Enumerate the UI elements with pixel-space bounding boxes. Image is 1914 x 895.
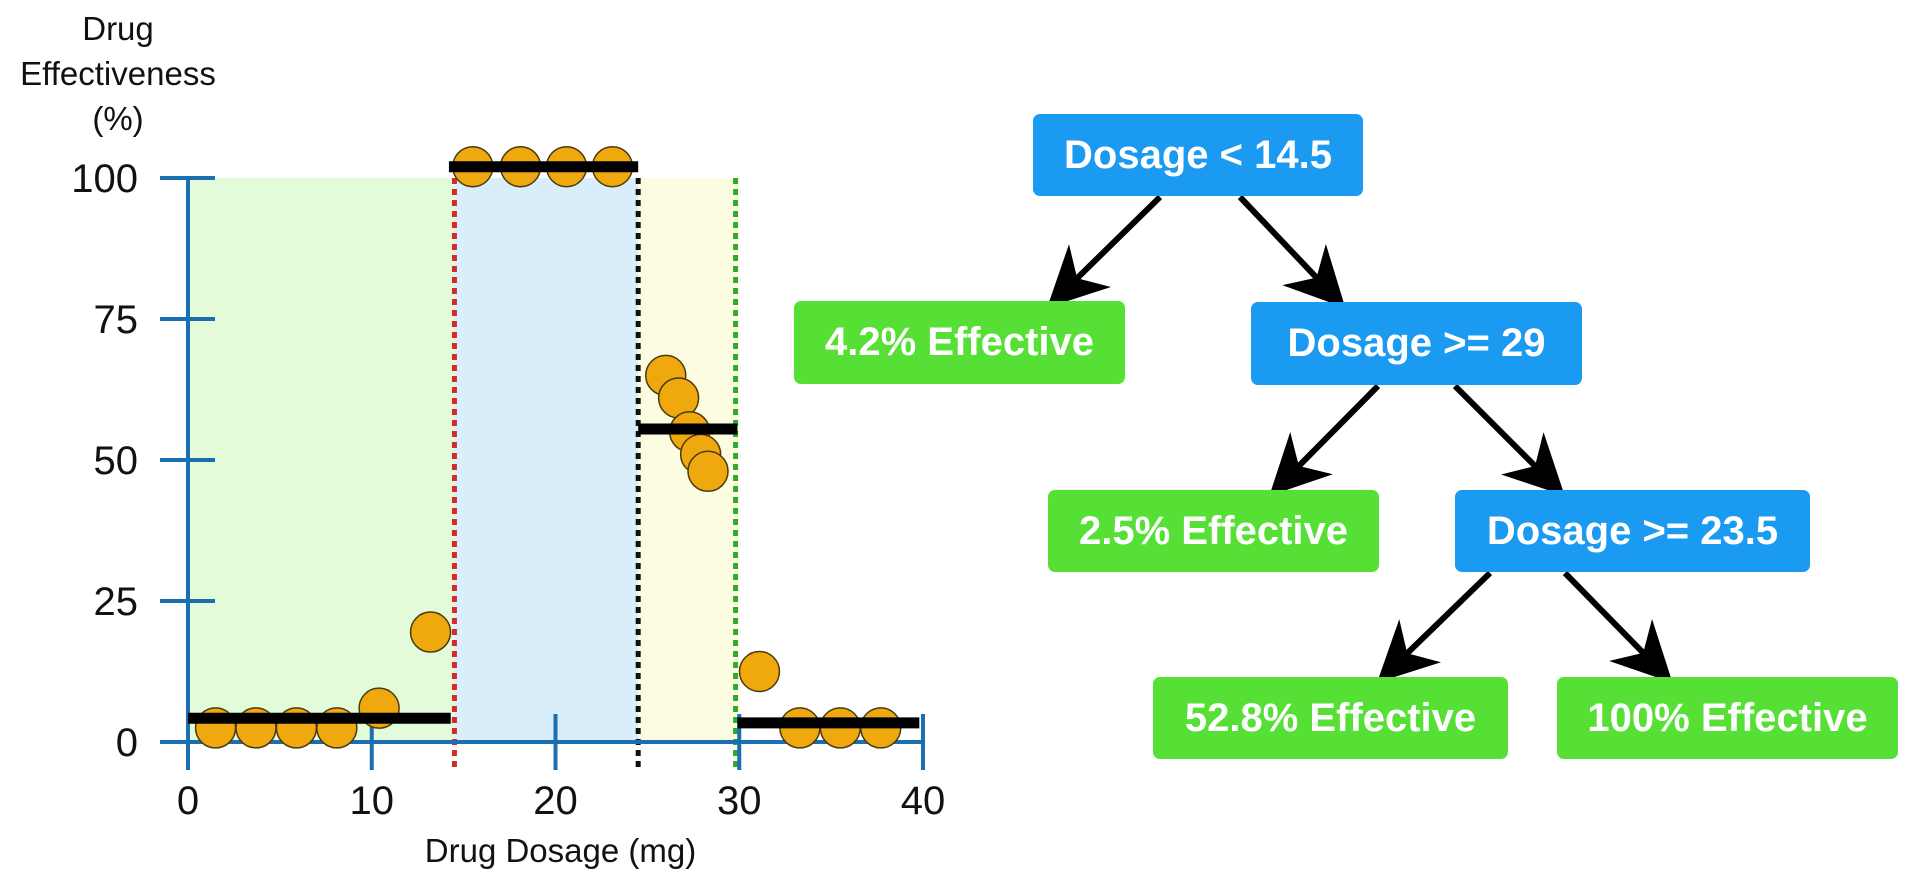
- y-tick-label-100: 100: [71, 157, 138, 201]
- y-axis-title-line-1: Effectiveness: [20, 55, 216, 92]
- data-point-14: [687, 450, 729, 493]
- tree-leaf-52-8: 52.8% Effective: [1153, 677, 1508, 759]
- y-tick-label-75: 75: [94, 298, 139, 342]
- tree-leaf-4-2: 4.2% Effective: [794, 301, 1125, 384]
- y-tick-label-50: 50: [94, 439, 139, 483]
- region-1: [454, 178, 639, 742]
- y-axis-title-line-2: (%): [92, 100, 143, 137]
- tree-node-dosage-29: Dosage >= 29: [1251, 302, 1582, 385]
- tree-leaf-2-5: 2.5% Effective: [1048, 490, 1379, 572]
- tree-node-dosage-23-5: Dosage >= 23.5: [1455, 490, 1810, 572]
- axis-labels: 0 25 50 75 100 0 10 20 30 40 Drug Dosage (mg) Drug E…: [20, 10, 945, 869]
- x-tick-label-30: 30: [717, 779, 762, 823]
- x-tick-label-20: 20: [533, 779, 578, 823]
- x-axis-title: Drug Dosage (mg): [425, 832, 696, 869]
- tree-leaf-100: 100% Effective: [1557, 677, 1898, 759]
- x-tick-label-40: 40: [901, 779, 946, 823]
- x-tick-label-0: 0: [177, 779, 199, 823]
- tree-root-node: Dosage < 14.5: [1033, 114, 1363, 196]
- y-tick-label-25: 25: [94, 580, 139, 624]
- prediction-segments: [188, 161, 920, 729]
- region-backgrounds: [188, 178, 740, 742]
- data-point-5: [409, 611, 452, 653]
- region-0: [188, 178, 455, 742]
- y-axis-title-line-0: Drug: [82, 10, 154, 47]
- y-tick-label-0: 0: [116, 721, 138, 765]
- x-tick-label-10: 10: [350, 779, 395, 823]
- data-point-15: [738, 650, 781, 693]
